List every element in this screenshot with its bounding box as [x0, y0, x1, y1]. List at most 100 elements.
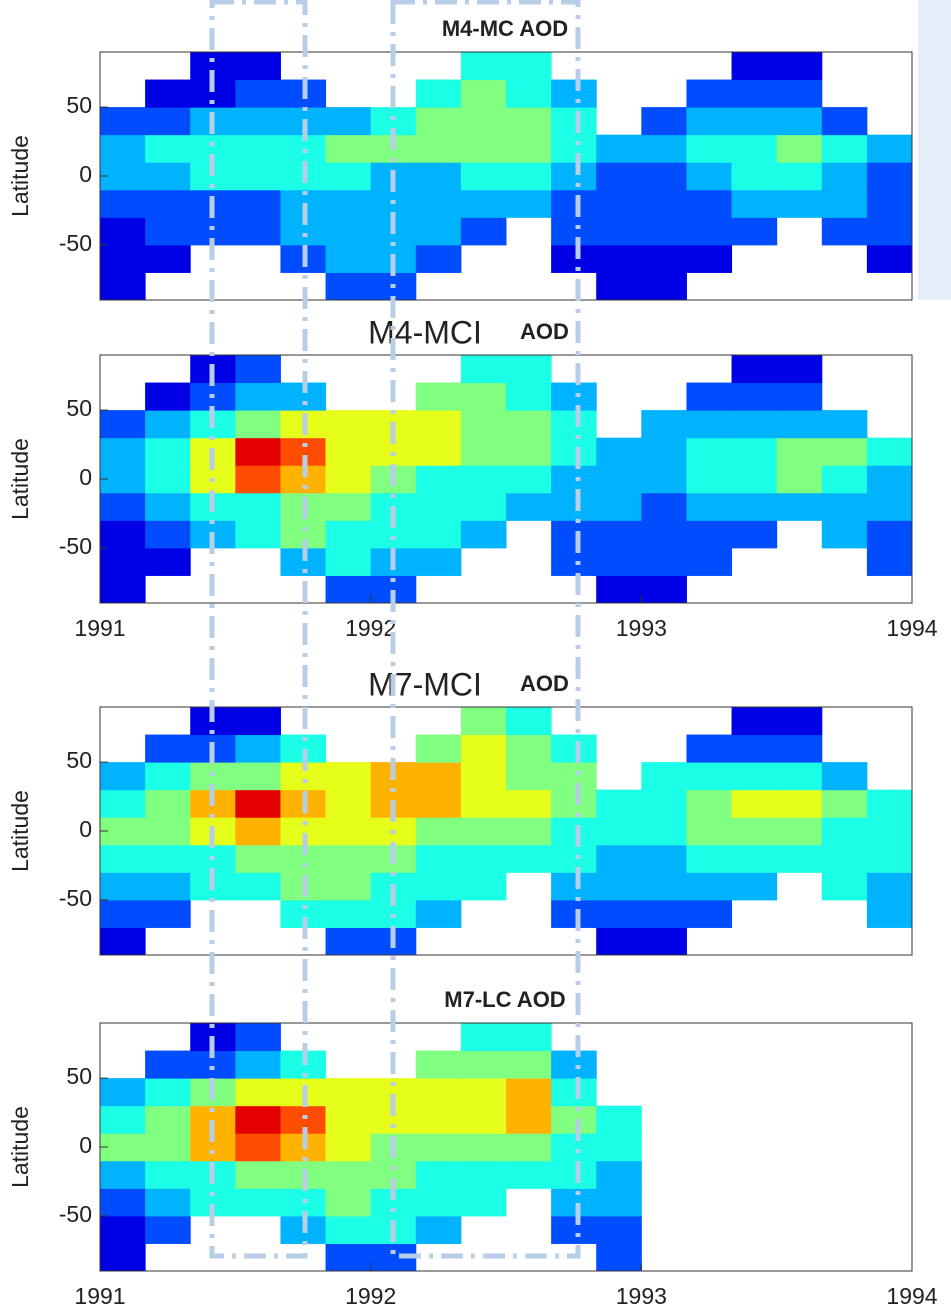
heatmap-cell — [145, 189, 191, 218]
heatmap-cell — [460, 1160, 507, 1189]
heatmap-cell — [145, 79, 191, 108]
heatmap-cell — [235, 734, 281, 763]
heatmap-cell — [551, 789, 597, 818]
heatmap-cell — [145, 1188, 191, 1217]
heatmap-cell — [460, 107, 507, 136]
heatmap-cell — [641, 575, 687, 603]
heatmap-cell — [821, 789, 868, 818]
heatmap-cell — [506, 1133, 552, 1162]
heatmap-cell — [641, 217, 687, 246]
heatmap-cell — [100, 272, 146, 300]
heatmap-cell — [551, 817, 597, 846]
highlight-box — [390, 0, 581, 1259]
heatmap-cell — [686, 520, 733, 549]
heatmap-cell — [460, 355, 507, 384]
heatmap-cell — [415, 1133, 462, 1162]
heatmap-cell — [506, 79, 552, 108]
heatmap-cell — [100, 762, 146, 791]
heatmap-cell — [506, 437, 552, 466]
heatmap-cell — [460, 1188, 507, 1217]
heatmap-cell — [731, 465, 778, 494]
heatmap-cell — [686, 437, 733, 466]
heatmap-cell — [100, 1105, 146, 1134]
heatmap-cell — [551, 465, 597, 494]
y-tick-label: 50 — [66, 92, 92, 118]
heatmap-cell — [506, 1078, 552, 1107]
heatmap-cell — [506, 465, 552, 494]
heatmap-cell — [415, 1050, 462, 1079]
heatmap-cell — [415, 79, 462, 108]
panel: -50 0 50 1991 1992 1993 1994 Latitude M7-LC AOD — [7, 987, 938, 1309]
heatmap-cell — [776, 707, 823, 736]
heatmap-cell — [325, 410, 372, 439]
title-overlay: M7-MCI — [368, 666, 482, 702]
heatmap-cell — [776, 789, 823, 818]
heatmap-cell — [551, 1160, 597, 1189]
heatmap-cell — [325, 1160, 372, 1189]
heatmap-cell — [506, 789, 552, 818]
heatmap-cell — [415, 437, 462, 466]
heatmap-cell — [460, 437, 507, 466]
heatmap-cell — [145, 465, 191, 494]
heatmap-cell — [145, 872, 191, 901]
heatmap-cell — [551, 1215, 597, 1244]
heatmap-cell — [551, 162, 597, 191]
heatmap-cell — [460, 410, 507, 439]
heatmap-cell — [145, 382, 191, 411]
y-tick-label: 0 — [79, 816, 92, 842]
heatmap-cell — [731, 107, 778, 136]
heatmap-cell — [731, 355, 778, 384]
heatmap-cell — [460, 52, 507, 81]
heatmap-cell — [731, 817, 778, 846]
heatmap-cell — [460, 707, 507, 736]
heatmap-cell — [866, 244, 912, 273]
heatmap-cell — [551, 1050, 597, 1079]
heatmap-cell — [551, 437, 597, 466]
heatmap-cell — [325, 492, 372, 521]
heatmap-cell — [551, 492, 597, 521]
heatmap-cell — [686, 762, 733, 791]
y-tick-label: 50 — [66, 747, 92, 773]
heatmap-cell — [866, 817, 912, 846]
heatmap-cell — [145, 547, 191, 576]
heatmap-cell — [596, 1215, 642, 1244]
heatmap-cell — [325, 899, 372, 928]
heatmap-cell — [686, 410, 733, 439]
heatmap-cell — [731, 52, 778, 81]
heatmap-cell — [460, 189, 507, 218]
heatmap-cell — [415, 817, 462, 846]
heatmap-cell — [145, 1160, 191, 1189]
heatmap-cells — [100, 52, 912, 300]
heatmap-cell — [415, 1215, 462, 1244]
heatmap-cell — [235, 1105, 281, 1134]
heatmap-cell — [776, 162, 823, 191]
heatmap-cell — [731, 134, 778, 163]
heatmap-cell — [686, 134, 733, 163]
heatmap-cell — [235, 1078, 281, 1107]
heatmap-cell — [460, 1050, 507, 1079]
heatmap-cell — [551, 217, 597, 246]
heatmap-cell — [325, 872, 372, 901]
heatmap-cell — [145, 520, 191, 549]
title-overlay-box — [328, 665, 513, 705]
heatmap-cell — [325, 1078, 372, 1107]
heatmap-cell — [325, 1215, 372, 1244]
heatmap-cell — [641, 899, 687, 928]
heatmap-cell — [325, 1243, 372, 1271]
heatmap-cell — [776, 437, 823, 466]
x-tick-label: 1992 — [345, 615, 396, 641]
heatmap-cell — [641, 872, 687, 901]
heatmap-cell — [460, 465, 507, 494]
heatmap-cell — [551, 844, 597, 873]
heatmap-cell — [866, 520, 912, 549]
heatmap-cell — [325, 134, 372, 163]
heatmap-cell — [731, 217, 778, 246]
heatmap-cell — [235, 355, 281, 384]
heatmap-cell — [551, 1078, 597, 1107]
heatmap-cell — [506, 707, 552, 736]
highlight-box — [209, 0, 308, 1259]
heatmap-cell — [731, 789, 778, 818]
heatmap-cell — [866, 437, 912, 466]
heatmap-cell — [776, 382, 823, 411]
heatmap-cell — [641, 134, 687, 163]
